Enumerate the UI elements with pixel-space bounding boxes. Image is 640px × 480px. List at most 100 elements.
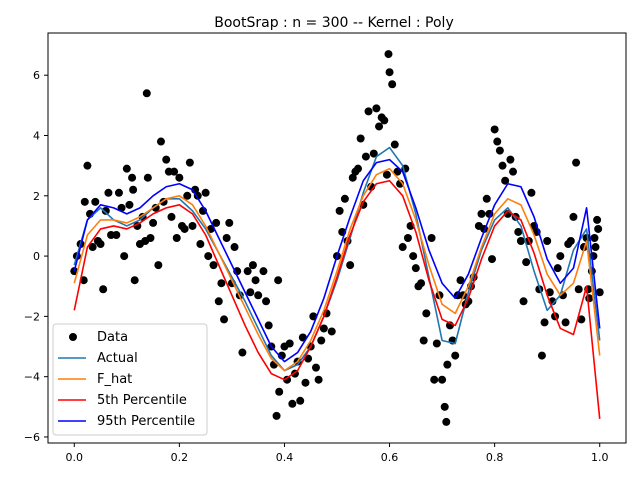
data-point xyxy=(83,161,92,170)
data-point xyxy=(143,173,152,182)
data-point xyxy=(442,417,451,426)
data-point xyxy=(398,243,407,252)
data-point xyxy=(212,218,221,227)
data-point xyxy=(456,276,465,285)
data-point xyxy=(122,164,131,173)
data-point xyxy=(335,206,344,215)
data-point xyxy=(553,264,562,273)
data-point xyxy=(296,396,305,405)
data-point xyxy=(142,89,151,98)
data-point xyxy=(375,122,384,131)
data-point xyxy=(264,321,273,330)
y-axis: −6 −4 −2 0 2 4 6 xyxy=(24,69,48,444)
data-point xyxy=(422,309,431,318)
data-point xyxy=(288,399,297,408)
data-point xyxy=(314,375,323,384)
data-point xyxy=(403,234,412,242)
data-point xyxy=(91,197,100,206)
legend-box xyxy=(52,323,208,436)
data-point xyxy=(382,170,391,179)
data-point xyxy=(561,318,570,327)
data-point xyxy=(277,351,286,360)
data-point xyxy=(204,252,213,261)
data-point xyxy=(114,188,123,197)
x-tick-label: 0.4 xyxy=(276,451,294,464)
data-point xyxy=(388,80,397,89)
data-point xyxy=(543,237,552,246)
data-point xyxy=(188,221,197,230)
data-point xyxy=(149,218,158,227)
data-point xyxy=(572,158,581,167)
legend-marker-data xyxy=(69,333,77,341)
legend-label: 95th Percentile xyxy=(97,414,195,429)
data-point xyxy=(156,137,165,146)
data-point xyxy=(327,327,336,336)
data-point xyxy=(432,339,441,348)
data-point xyxy=(238,348,247,357)
data-point xyxy=(482,194,491,203)
data-point xyxy=(317,336,326,345)
series-line-f-hat xyxy=(73,167,601,372)
data-point xyxy=(162,155,171,164)
y-tick-label: 0 xyxy=(33,250,40,263)
data-point xyxy=(354,164,363,173)
data-point xyxy=(167,212,176,221)
data-point xyxy=(172,234,181,242)
data-point xyxy=(477,209,486,218)
data-point xyxy=(283,375,292,384)
data-point xyxy=(262,297,271,306)
data-point xyxy=(301,378,310,387)
data-point xyxy=(183,191,192,200)
y-tick-label: 4 xyxy=(33,130,40,143)
data-point xyxy=(346,261,355,270)
data-point xyxy=(527,188,536,197)
data-point xyxy=(101,206,110,215)
data-point xyxy=(390,140,399,149)
data-point xyxy=(427,234,436,242)
data-point xyxy=(419,336,428,345)
data-point xyxy=(372,104,381,113)
data-point xyxy=(104,188,113,197)
data-point xyxy=(438,375,447,384)
y-tick-label: 2 xyxy=(33,190,40,203)
data-point xyxy=(577,315,586,324)
data-point xyxy=(380,116,389,125)
series-line-5th-percentile xyxy=(73,179,601,419)
data-point xyxy=(522,258,531,267)
x-tick-label: 1.0 xyxy=(591,451,609,464)
data-point xyxy=(514,227,523,236)
data-point xyxy=(209,261,218,270)
data-point xyxy=(340,194,349,203)
data-point xyxy=(275,387,284,396)
data-point xyxy=(493,137,502,146)
series-line-95th-percentile xyxy=(73,158,601,363)
data-point xyxy=(246,288,255,297)
data-point xyxy=(430,375,439,384)
x-tick-label: 0.6 xyxy=(381,451,399,464)
data-point xyxy=(385,68,394,77)
data-point xyxy=(409,252,418,261)
data-point xyxy=(490,125,499,134)
data-point xyxy=(129,185,138,194)
data-point xyxy=(384,50,393,59)
x-tick-label: 0.8 xyxy=(486,451,504,464)
data-point xyxy=(214,297,223,306)
data-point xyxy=(440,402,449,411)
data-point xyxy=(537,351,546,360)
data-point xyxy=(569,212,578,221)
data-point xyxy=(125,200,134,209)
data-point xyxy=(151,203,160,212)
data-point xyxy=(175,173,184,182)
chart-title: BootSrap : n = 300 -- Kernel : Poly xyxy=(214,15,453,31)
data-point xyxy=(272,411,281,420)
plot-frame xyxy=(47,32,627,444)
data-point xyxy=(488,255,497,264)
data-point xyxy=(545,288,554,297)
y-tick-label: −6 xyxy=(24,431,40,444)
data-point xyxy=(509,167,518,176)
data-point xyxy=(361,152,370,161)
data-point xyxy=(80,197,89,206)
data-point xyxy=(248,261,257,270)
data-point xyxy=(396,179,405,188)
